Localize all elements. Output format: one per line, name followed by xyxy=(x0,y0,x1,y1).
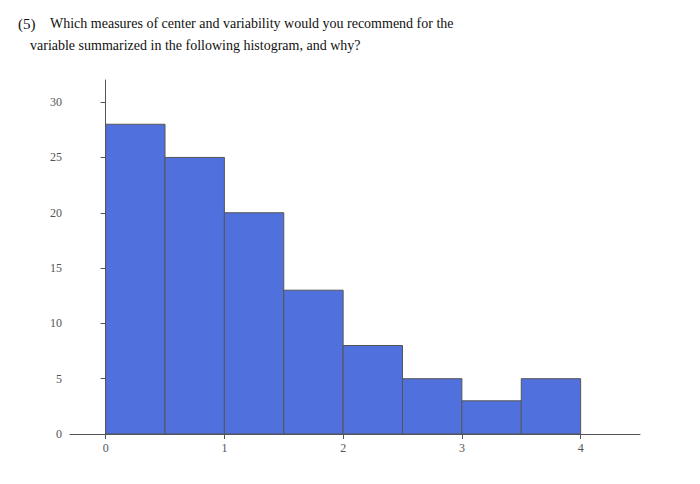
svg-text:0: 0 xyxy=(103,441,109,455)
svg-text:3: 3 xyxy=(459,441,465,455)
svg-text:5: 5 xyxy=(56,372,62,386)
svg-text:variable summarized in the fol: variable summarized in the following his… xyxy=(30,38,360,53)
svg-text:30: 30 xyxy=(50,95,62,109)
svg-text:2: 2 xyxy=(340,441,346,455)
svg-text:0: 0 xyxy=(56,427,62,441)
svg-text:4: 4 xyxy=(578,441,584,455)
svg-text:10: 10 xyxy=(50,316,62,330)
svg-text:20: 20 xyxy=(50,206,62,220)
svg-text:Which measures of center and v: Which measures of center and variability… xyxy=(50,16,454,31)
svg-text:1: 1 xyxy=(221,441,227,455)
svg-text:(5): (5) xyxy=(18,16,36,33)
svg-text:25: 25 xyxy=(50,150,62,164)
svg-text:15: 15 xyxy=(50,261,62,275)
